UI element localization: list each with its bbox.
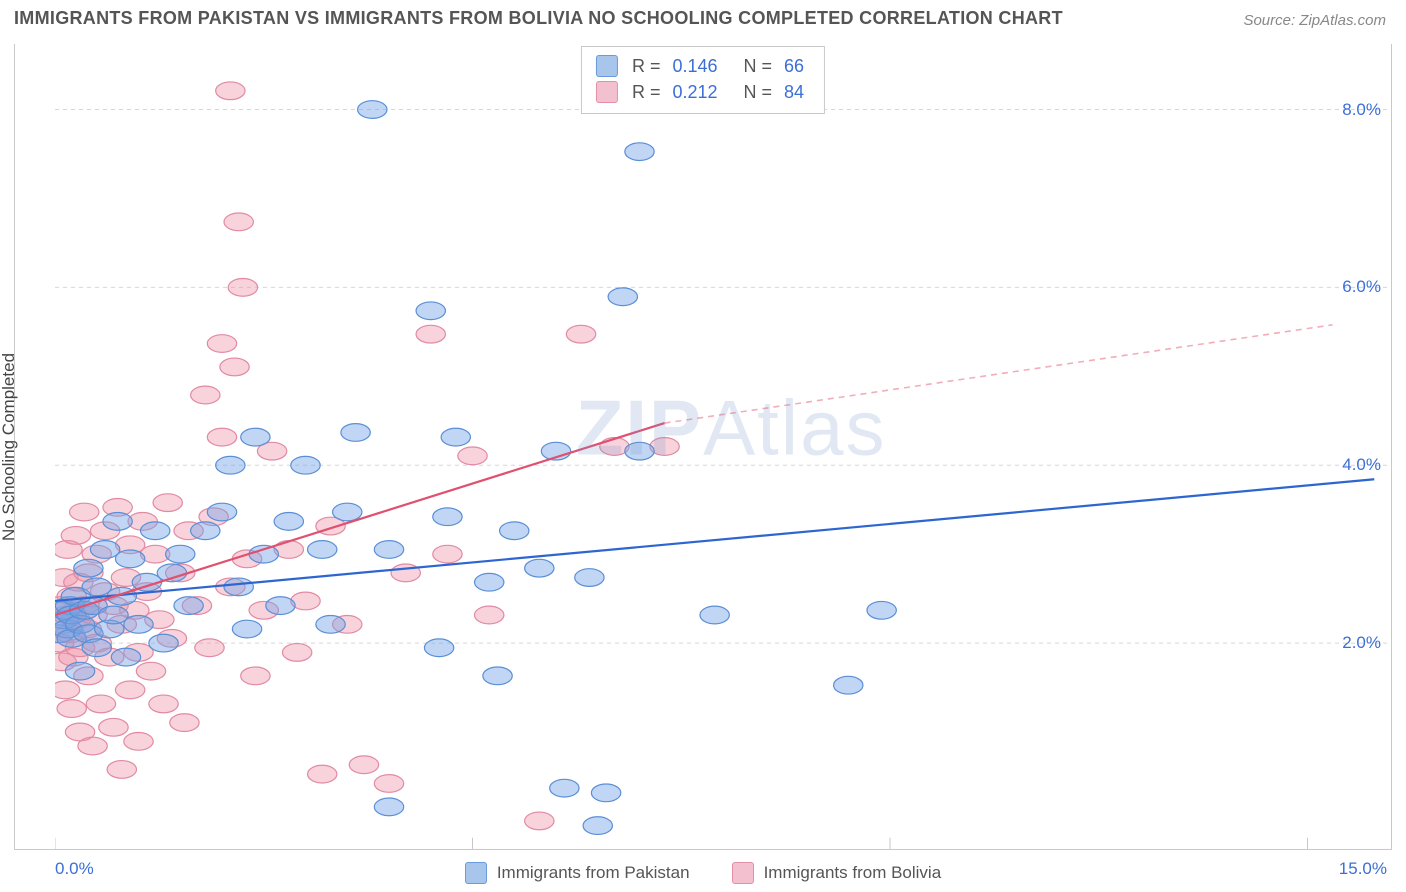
- r-value: 0.146: [672, 56, 717, 77]
- series-swatch: [596, 55, 618, 77]
- legend-label: Immigrants from Pakistan: [497, 863, 690, 883]
- series-swatch: [732, 862, 754, 884]
- n-label: N =: [744, 56, 773, 77]
- y-tick-label: 8.0%: [1342, 100, 1381, 120]
- y-axis-label: No Schooling Completed: [0, 352, 19, 540]
- n-value: 66: [784, 56, 804, 77]
- scatter-svg: [55, 44, 1391, 849]
- n-label: N =: [744, 82, 773, 103]
- chart-header: IMMIGRANTS FROM PAKISTAN VS IMMIGRANTS F…: [0, 0, 1406, 35]
- r-label: R =: [632, 56, 661, 77]
- n-value: 84: [784, 82, 804, 103]
- stats-row: R = 0.146 N = 66: [596, 53, 804, 79]
- plot-area: 2.0%4.0%6.0%8.0%0.0%15.0%: [55, 44, 1391, 849]
- y-tick-label: 4.0%: [1342, 455, 1381, 475]
- chart-frame: No Schooling Completed 2.0%4.0%6.0%8.0%0…: [14, 44, 1392, 850]
- chart-title: IMMIGRANTS FROM PAKISTAN VS IMMIGRANTS F…: [14, 8, 1063, 29]
- r-label: R =: [632, 82, 661, 103]
- chart-source: Source: ZipAtlas.com: [1243, 12, 1386, 29]
- r-value: 0.212: [672, 82, 717, 103]
- legend-item: Immigrants from Pakistan: [465, 862, 690, 884]
- legend-label: Immigrants from Bolivia: [764, 863, 942, 883]
- series-swatch: [465, 862, 487, 884]
- y-tick-label: 2.0%: [1342, 633, 1381, 653]
- legend-item: Immigrants from Bolivia: [732, 862, 942, 884]
- stats-legend-box: R = 0.146 N = 66 R = 0.212 N = 84: [581, 46, 825, 114]
- series-swatch: [596, 81, 618, 103]
- stats-row: R = 0.212 N = 84: [596, 79, 804, 105]
- bottom-legend: Immigrants from Pakistan Immigrants from…: [0, 862, 1406, 884]
- y-tick-label: 6.0%: [1342, 277, 1381, 297]
